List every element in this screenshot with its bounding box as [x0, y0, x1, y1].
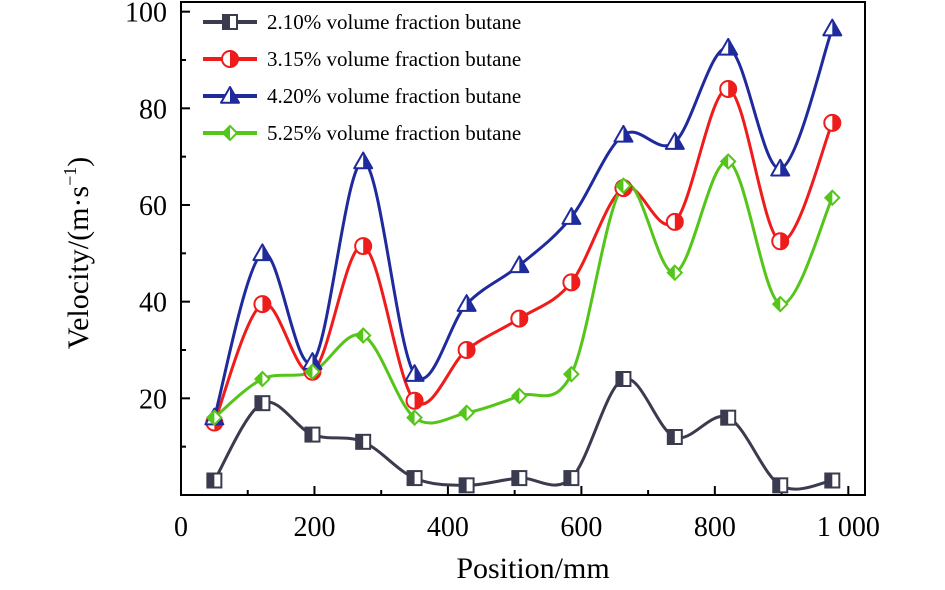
x-tick-label: 200: [293, 512, 335, 543]
data-point-series-2: [405, 391, 424, 410]
data-point-series-1: [824, 472, 841, 489]
axes: 0 200 400 600 800 1 000 20 40 60 80 100: [125, 0, 880, 543]
data-point-series-3: [509, 255, 530, 274]
data-point-series-1: [406, 470, 423, 487]
legend-item-3: 4.20% volume fraction butane: [203, 84, 521, 108]
x-tick-label: 800: [694, 512, 736, 543]
data-point-series-3: [404, 364, 425, 382]
legend-marker: [221, 124, 239, 142]
legend: 2.10% volume fraction butane 3.15% volume…: [203, 10, 521, 145]
data-point-series-1: [355, 433, 372, 450]
data-point-series-2: [823, 113, 842, 132]
data-point-series-2: [719, 80, 738, 98]
data-point-series-4: [406, 409, 423, 427]
data-point-series-3: [456, 294, 477, 312]
data-point-series-4: [510, 387, 528, 405]
legend-item-4: 5.25% volume fraction butane: [203, 121, 521, 145]
data-point-series-2: [457, 341, 476, 359]
series-line-4: [212, 160, 834, 425]
plot-frame: [180, 1, 866, 496]
y-tick-label: 40: [139, 288, 167, 319]
data-point-series-4: [304, 363, 321, 381]
y-axis-title-main: Velocity/(m·s: [62, 186, 95, 349]
legend-label: 5.25% volume fraction butane: [267, 121, 521, 145]
legend-marker: [222, 14, 238, 30]
x-tick-label: 600: [560, 512, 602, 543]
y-tick-label: 100: [125, 0, 167, 29]
data-point-series-4: [253, 370, 271, 388]
data-point-series-2: [665, 212, 684, 231]
legend-marker: [221, 50, 239, 68]
legend-marker: [220, 86, 240, 104]
data-point-series-1: [458, 477, 475, 494]
data-point-series-4: [562, 365, 580, 383]
y-tick-label: 60: [139, 191, 167, 222]
data-point-series-4: [771, 295, 789, 313]
data-point-series-1: [511, 470, 528, 487]
data-point-series-1: [666, 429, 683, 445]
data-point-series-2: [771, 232, 790, 251]
data-point-series-1: [615, 371, 632, 387]
series-markers: [204, 18, 843, 494]
data-point-series-4: [458, 404, 476, 422]
legend-label: 3.15% volume fraction butane: [267, 47, 521, 71]
data-point-series-1: [304, 426, 321, 443]
data-point-series-4: [205, 409, 223, 427]
y-tick-label: 20: [139, 384, 167, 415]
data-point-series-1: [563, 470, 580, 487]
data-point-series-1: [254, 395, 271, 412]
data-point-series-4: [719, 153, 737, 170]
legend-label: 2.10% volume fraction butane: [267, 10, 521, 34]
legend-item-1: 2.10% volume fraction butane: [203, 10, 521, 34]
y-tick-label: 80: [139, 94, 167, 125]
y-axis-title-superscript: −1: [60, 167, 80, 186]
data-point-series-3: [664, 132, 685, 150]
x-tick-label: 400: [427, 512, 469, 543]
data-point-series-3: [302, 352, 323, 370]
x-axis-title: Position/mm: [456, 552, 609, 585]
data-point-series-3: [770, 158, 791, 177]
data-point-series-3: [822, 18, 843, 37]
data-point-series-1: [720, 409, 737, 426]
data-point-series-2: [562, 273, 581, 292]
data-point-series-3: [561, 207, 582, 225]
data-point-series-3: [353, 151, 374, 170]
data-point-series-1: [206, 472, 223, 489]
data-point-series-4: [354, 327, 372, 344]
data-point-series-3: [718, 37, 739, 56]
data-point-series-3: [613, 124, 634, 143]
data-point-series-3: [252, 243, 273, 262]
data-point-series-4: [615, 177, 632, 195]
data-point-series-2: [354, 237, 373, 256]
legend-item-2: 3.15% volume fraction butane: [203, 47, 521, 71]
y-axis-title-close: ): [62, 157, 95, 167]
data-point-series-4: [666, 264, 684, 282]
y-axis-title: Velocity/(m·s−1): [60, 157, 95, 349]
x-tick-label: 0: [174, 512, 188, 543]
x-tick-label: 1 000: [817, 512, 880, 543]
data-point-series-2: [510, 309, 529, 328]
data-point-series-2: [253, 295, 272, 314]
data-point-series-4: [823, 189, 841, 207]
legend-label: 4.20% volume fraction butane: [267, 84, 521, 108]
data-point-series-1: [772, 477, 789, 494]
